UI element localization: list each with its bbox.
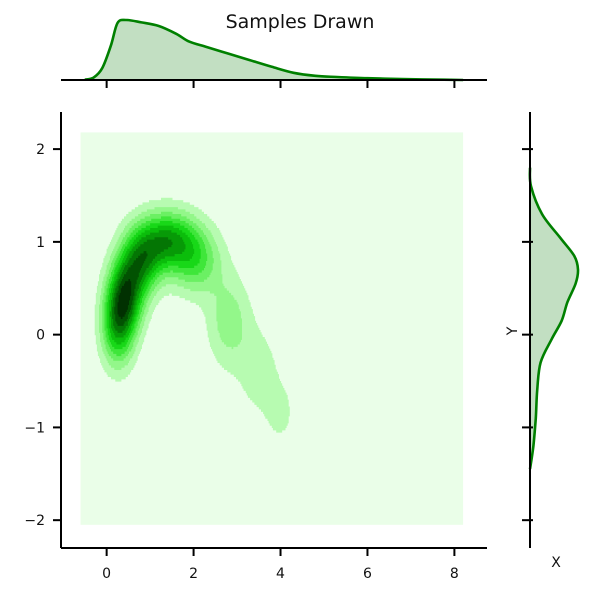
- density-contours: [94, 197, 290, 433]
- x-tick-label: 4: [276, 566, 285, 582]
- y-tick-label: −1: [24, 420, 45, 436]
- x-tick-label: 0: [102, 566, 111, 582]
- contour-level-2: [99, 207, 242, 371]
- chart-title: Samples Drawn: [226, 11, 375, 33]
- x-marginal-fill: [84, 19, 464, 81]
- x-tick-label: 6: [363, 566, 372, 582]
- contour-level-6: [108, 225, 195, 345]
- y-marginal-line: [528, 167, 580, 470]
- contour-level-1: [94, 197, 290, 433]
- y-tick-label: 0: [36, 328, 45, 344]
- x-marginal-density: [61, 18, 487, 88]
- x-marginal-line: [84, 18, 464, 82]
- x-axis-label: X: [551, 555, 561, 571]
- y-marginal-fill: [529, 167, 579, 470]
- x-tick-label: 2: [189, 566, 198, 582]
- y-tick-label: 2: [36, 142, 45, 158]
- joint-plot: [80, 132, 464, 525]
- contour-level-10: [117, 279, 132, 320]
- y-marginal-density: [522, 112, 580, 548]
- contour-level-8: [112, 237, 173, 333]
- y-tick-label: 1: [36, 235, 45, 251]
- x-tick-label: 8: [450, 566, 459, 582]
- contour-level-7: [109, 230, 186, 338]
- y-axis-label: Y: [505, 326, 521, 336]
- contour-level-5: [106, 221, 201, 350]
- joint-axes: 0 2 4 6 8 −2 −1 0 1 2: [24, 112, 487, 582]
- y-tick-label: −2: [24, 513, 45, 529]
